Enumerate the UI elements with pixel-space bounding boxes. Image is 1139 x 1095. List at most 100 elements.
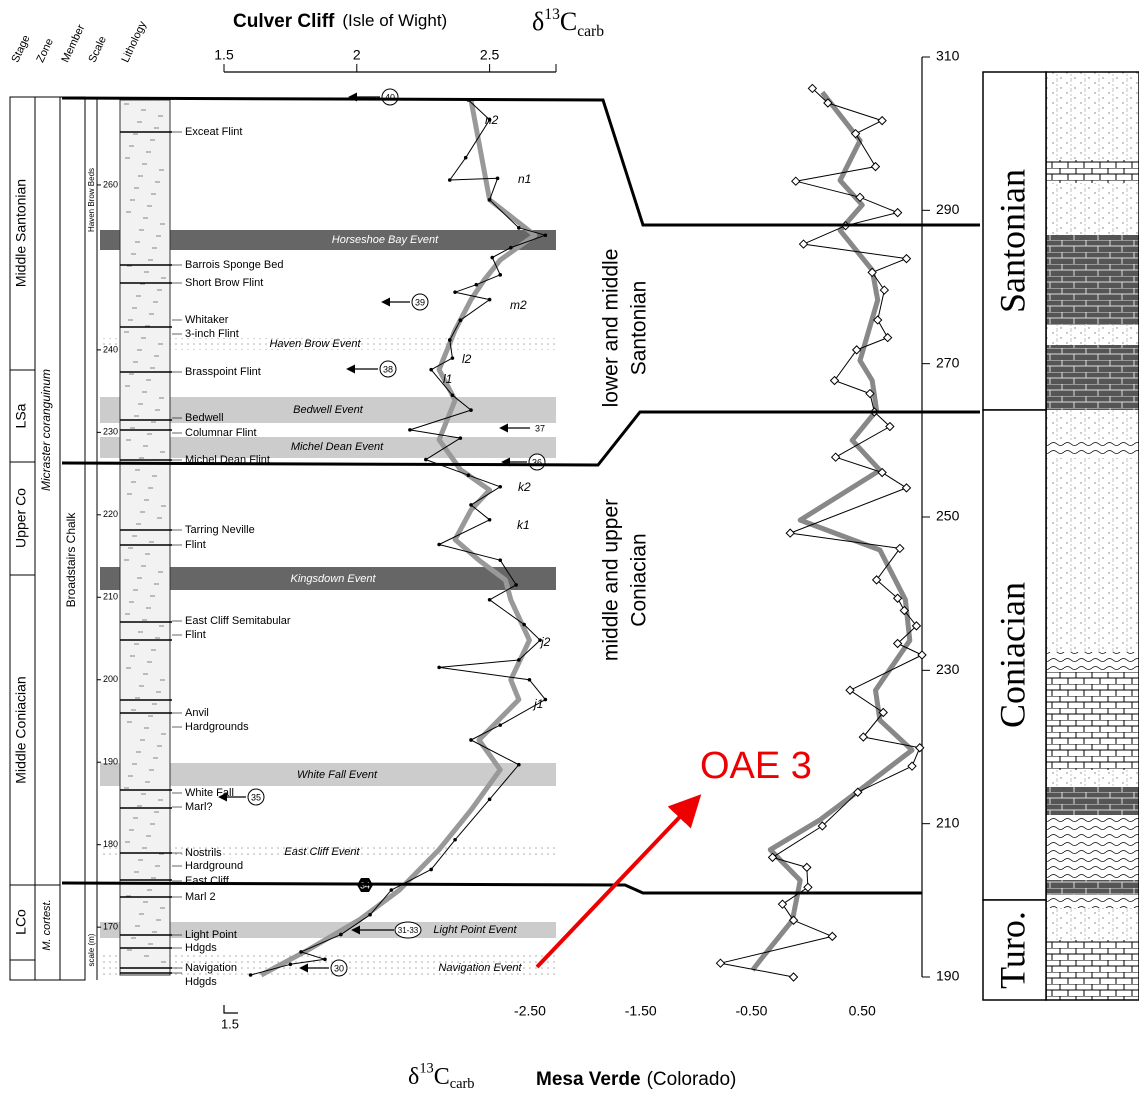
data-point xyxy=(517,226,521,230)
data-point xyxy=(792,177,800,185)
curve-label: n2 xyxy=(485,113,499,127)
event-label: White Fall Event xyxy=(297,769,378,781)
data-point xyxy=(902,484,910,492)
y-tick-label: 210 xyxy=(936,814,960,830)
title-isotope: δ13Ccarb xyxy=(532,5,604,39)
data-point xyxy=(522,623,526,627)
isotope-part: 13 xyxy=(544,5,560,22)
data-point xyxy=(828,932,836,940)
x-tick-label: -0.50 xyxy=(736,1003,768,1019)
data-point xyxy=(459,318,463,322)
isotope-part: carb xyxy=(450,1076,475,1092)
data-point xyxy=(437,666,441,670)
bed-label: Barrois Sponge Bed xyxy=(185,259,283,271)
data-point xyxy=(488,598,492,602)
bed-label: Marl 2 xyxy=(185,891,216,903)
data-point xyxy=(368,913,372,917)
y-tick-label: 260 xyxy=(103,179,118,189)
y-tick-label: 190 xyxy=(103,757,118,767)
event-label: Horseshoe Bay Event xyxy=(332,234,439,246)
sample-label: 35 xyxy=(251,792,261,802)
bottom-place: (Colorado) xyxy=(647,1069,737,1090)
bed-label: Bedwell xyxy=(185,412,224,424)
data-point xyxy=(390,888,394,892)
bed-label: Exceat Flint xyxy=(185,126,242,138)
data-point xyxy=(437,543,441,547)
event-label: Navigation Event xyxy=(438,962,522,974)
x-tick-label: -2.50 xyxy=(514,1003,546,1019)
figure: Middle SantonianLSaUpper CoMiddle Coniac… xyxy=(0,0,1139,1095)
bed-label: Navigation xyxy=(185,962,237,974)
y-tick-label: 310 xyxy=(936,48,960,64)
data-point xyxy=(429,868,433,872)
correlation-label: middle and upper xyxy=(600,499,623,661)
chart-title: Culver Cliff(Isle of Wight) xyxy=(233,11,447,32)
stage-label: Upper Co xyxy=(13,488,29,548)
data-point xyxy=(475,283,479,287)
stage-label: LSa xyxy=(13,403,29,428)
curve-label: j1 xyxy=(532,697,543,711)
data-point xyxy=(790,973,798,981)
isotope-part: δ xyxy=(532,7,544,36)
y-tick-label: 250 xyxy=(936,508,960,524)
data-point xyxy=(496,177,500,181)
bed-label: Light Point xyxy=(185,929,237,941)
profile-line xyxy=(721,88,923,977)
data-point xyxy=(488,518,492,522)
bed-label: East Cliff xyxy=(185,875,230,887)
data-point xyxy=(778,900,786,908)
data-point xyxy=(451,393,455,397)
bed-label: Anvil xyxy=(185,707,209,719)
scale-bar-label: 1.5 xyxy=(221,1016,239,1031)
data-point xyxy=(831,377,839,385)
column-header: Zone xyxy=(34,37,55,65)
lithology-unit xyxy=(1046,325,1139,345)
bed-label: Hdgds xyxy=(185,976,217,988)
bed-label: Hardground xyxy=(185,860,243,872)
bed-label: Hdgds xyxy=(185,942,217,954)
curve-label: m2 xyxy=(510,298,527,312)
data-point xyxy=(498,485,502,489)
curve-label: l1 xyxy=(443,372,452,386)
lithology-unit xyxy=(1046,183,1139,235)
scale-label: scale (m) xyxy=(87,933,96,966)
lithology-unit xyxy=(1046,345,1139,410)
data-point xyxy=(498,273,502,277)
lithology-unit xyxy=(1046,235,1139,325)
data-point xyxy=(716,959,724,967)
isotope-part: C xyxy=(434,1064,450,1090)
data-point xyxy=(448,178,452,182)
data-point xyxy=(918,651,926,659)
data-point xyxy=(488,198,492,202)
data-point xyxy=(544,233,548,237)
stage-label: Santonian xyxy=(992,169,1032,313)
correlation-label: lower and middle xyxy=(600,249,623,408)
data-point xyxy=(459,436,463,440)
column-header: Lithology xyxy=(119,19,149,64)
correlation-label: Santonian xyxy=(628,281,651,376)
data-point xyxy=(453,838,457,842)
y-tick-label: 180 xyxy=(103,839,118,849)
stage-label: LCo xyxy=(13,909,29,935)
x-tick-label: 1.5 xyxy=(214,47,234,63)
bed-label: East Cliff Semitabular xyxy=(185,615,291,627)
bed-label: Flint xyxy=(185,539,206,551)
x-tick-label: 2.5 xyxy=(480,47,500,63)
data-point xyxy=(469,408,473,412)
data-point xyxy=(424,458,428,462)
lithology-unit xyxy=(1046,908,1139,940)
data-point xyxy=(289,962,293,966)
data-point xyxy=(488,298,492,302)
oae-label: OAE 3 xyxy=(700,745,812,787)
lithology-unit xyxy=(1046,440,1139,458)
stage-label: Middle Coniacian xyxy=(13,676,29,783)
data-point xyxy=(528,678,532,682)
bed-label: Hardgrounds xyxy=(185,721,249,733)
column-header: Member xyxy=(59,23,87,65)
data-point xyxy=(249,973,253,977)
y-tick-label: 240 xyxy=(103,344,118,354)
data-point xyxy=(871,163,879,171)
sample-label: 30 xyxy=(334,963,344,973)
data-point xyxy=(451,356,455,360)
data-point xyxy=(884,334,892,342)
